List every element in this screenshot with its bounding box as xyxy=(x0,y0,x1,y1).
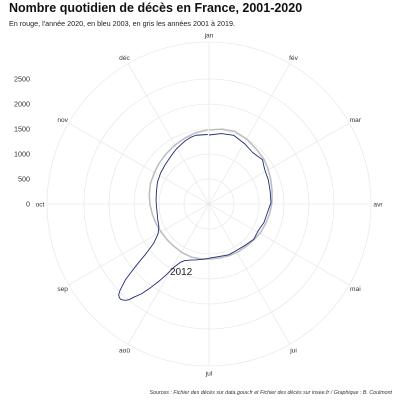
series-lines xyxy=(118,128,273,301)
r-tick-label-1500: 1500 xyxy=(14,125,30,134)
month-label-7: jul xyxy=(205,370,213,377)
month-label-1: jan xyxy=(204,32,214,39)
chart-title: Nombre quotidien de décès en France, 200… xyxy=(9,1,303,15)
month-label-10: oct xyxy=(36,201,45,208)
grid-spoke-3 xyxy=(208,122,350,205)
annotation-2012: 2012 xyxy=(170,267,193,278)
grid-spoke-12 xyxy=(127,63,210,205)
month-label-11: nov xyxy=(57,117,68,124)
grid-spoke-8 xyxy=(127,203,210,345)
series-line-2003 xyxy=(118,133,272,301)
r-tick-label-0: 0 xyxy=(26,200,30,209)
month-label-6: jui xyxy=(289,348,297,355)
grid-spoke-11 xyxy=(68,122,210,205)
series-line-2001-2019 xyxy=(148,128,273,260)
month-label-4: avr xyxy=(373,201,383,208)
month-label-3: mar xyxy=(350,117,362,124)
month-label-9: sep xyxy=(57,286,68,293)
source-caption: Sources : Fichier des décès sur data.gou… xyxy=(149,390,393,396)
month-label-12: déc xyxy=(119,55,130,62)
month-label-2: fév xyxy=(289,55,298,62)
grid-spoke-5 xyxy=(208,203,350,286)
axis-labels: jan fév mar avr mai jui jul aoû sep oct nov déc 0 500… xyxy=(14,32,383,377)
r-tick-label-500: 500 xyxy=(18,175,30,184)
grid-spoke-6 xyxy=(208,203,291,345)
r-tick-label-2000: 2000 xyxy=(14,100,30,109)
grid-spoke-9 xyxy=(68,203,210,286)
chart-subtitle: En rouge, l'année 2020, en bleu 2003, en… xyxy=(9,19,235,28)
month-label-8: aoû xyxy=(119,348,130,355)
month-label-5: mai xyxy=(350,286,361,293)
polar-grid xyxy=(46,41,372,367)
r-tick-label-2500: 2500 xyxy=(14,75,30,84)
r-tick-label-1000: 1000 xyxy=(14,150,30,159)
grid-spoke-2 xyxy=(208,63,291,205)
